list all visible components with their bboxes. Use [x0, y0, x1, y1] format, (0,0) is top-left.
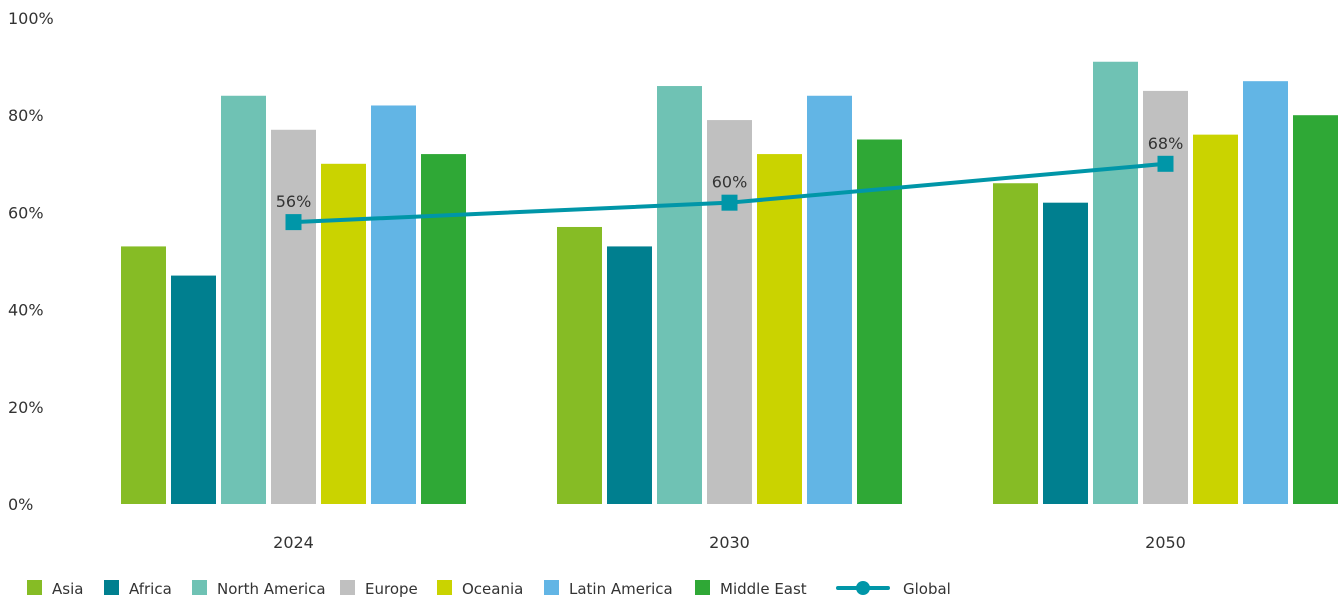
bar-oceania-2030: [757, 154, 802, 504]
legend-item-north-america: North America: [192, 580, 326, 598]
bar-oceania-2024: [321, 163, 366, 505]
global-marker: [1157, 155, 1174, 172]
legend-item-global: Global: [836, 580, 951, 598]
legend-swatch: [544, 580, 559, 595]
legend-label: Africa: [129, 580, 172, 598]
bar-north-america-2030: [657, 86, 702, 504]
y-tick-label: 0%: [8, 495, 33, 514]
x-tick-label: 2030: [709, 533, 750, 552]
legend-label: North America: [217, 580, 326, 598]
global-data-label: 56%: [276, 192, 312, 211]
legend-swatch: [104, 580, 119, 595]
bar-north-america-2050: [1093, 61, 1138, 505]
bar-middle-east-2050: [1293, 115, 1338, 504]
legend-item-oceania: Oceania: [437, 580, 523, 598]
global-marker: [721, 194, 738, 211]
y-tick-label: 40%: [8, 301, 44, 320]
bar-europe-2024: [271, 129, 316, 504]
bar-asia-2030: [557, 226, 602, 505]
bar-africa-2030: [607, 246, 652, 505]
bar-oceania-2050: [1193, 134, 1238, 504]
legend-label: Global: [903, 580, 951, 598]
x-tick-label: 2050: [1145, 533, 1186, 552]
legend-item-europe: Europe: [340, 580, 418, 598]
legend-swatch: [27, 580, 42, 595]
legend-swatch: [192, 580, 207, 595]
legend-item-asia: Asia: [27, 580, 83, 598]
legend-item-latin-america: Latin America: [544, 580, 673, 598]
legend-swatch: [695, 580, 710, 595]
global-line-layer: 56% 60% 68%: [276, 134, 1184, 231]
bar-asia-2024: [121, 246, 166, 505]
bar-europe-2030: [707, 120, 752, 504]
bar-asia-2050: [993, 183, 1038, 505]
bar-middle-east-2030: [857, 139, 902, 504]
legend-label: Middle East: [720, 580, 807, 598]
legend-swatch: [437, 580, 452, 595]
y-tick-label: 100%: [8, 9, 54, 28]
bar-north-america-2024: [221, 95, 266, 504]
bar-group-2024: [121, 95, 466, 505]
bar-latin-america-2030: [807, 95, 852, 504]
bar-europe-2050: [1143, 90, 1188, 505]
x-tick-label: 2024: [273, 533, 314, 552]
bar-africa-2024: [171, 275, 216, 504]
global-marker: [285, 214, 302, 231]
y-tick-label: 20%: [8, 398, 44, 417]
x-axis: 2024 2030 2050: [273, 533, 1186, 552]
legend-label: Latin America: [569, 580, 673, 598]
global-data-label: 60%: [712, 173, 748, 192]
bar-middle-east-2024: [421, 154, 466, 504]
y-axis: 0% 20% 40% 60% 80% 100%: [8, 9, 54, 514]
bar-group-2050: [993, 61, 1338, 505]
legend-swatch: [340, 580, 355, 595]
y-tick-label: 80%: [8, 106, 44, 125]
legend-label: Europe: [365, 580, 418, 598]
global-data-label: 68%: [1148, 134, 1184, 153]
bar-africa-2050: [1043, 202, 1088, 504]
legend-marker: [856, 581, 870, 595]
bar-latin-america-2050: [1243, 81, 1288, 505]
legend-item-middle-east: Middle East: [695, 580, 807, 598]
legend-label: Oceania: [462, 580, 523, 598]
bar-group-2030: [557, 86, 902, 505]
y-tick-label: 60%: [8, 203, 44, 222]
legend-label: Asia: [52, 580, 83, 598]
bar-latin-america-2024: [371, 105, 416, 504]
legend-item-africa: Africa: [104, 580, 172, 598]
bars: [121, 61, 1338, 505]
legend: Asia Africa North America Europe Oceania Lati…: [27, 580, 951, 598]
